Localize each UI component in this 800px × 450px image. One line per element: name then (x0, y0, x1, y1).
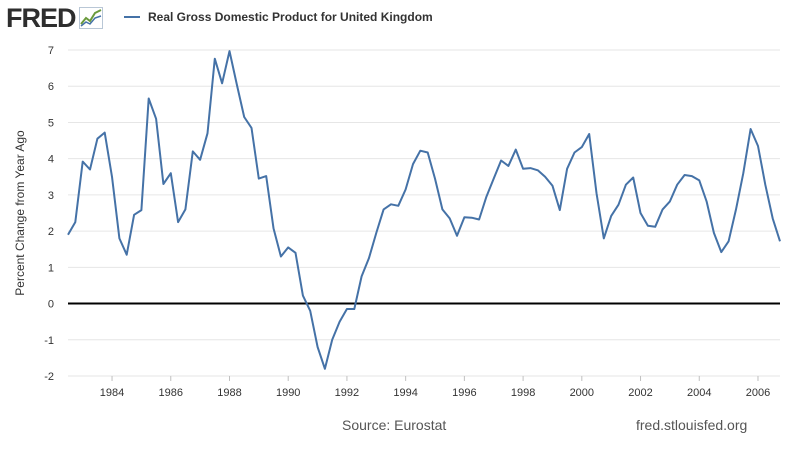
chart-header: FRED Real Gross Domestic Product for Uni… (0, 0, 800, 40)
y-tick-label: 0 (48, 299, 54, 311)
x-tick-label: 1988 (217, 387, 241, 399)
y-tick-label: 6 (48, 81, 54, 93)
fred-logo-text: FRED (6, 3, 76, 33)
y-tick-label: -1 (44, 335, 54, 347)
fred-logo[interactable]: FRED (6, 3, 103, 33)
legend-series-label: Real Gross Domestic Product for United K… (148, 10, 433, 24)
source-note: Source: Eurostat (342, 417, 447, 433)
y-axis-label: Percent Change from Year Ago (13, 130, 27, 296)
x-tick-label: 2002 (628, 387, 652, 399)
x-tick-label: 1986 (159, 387, 183, 399)
legend-line-swatch (124, 16, 140, 18)
x-tick-label: 2006 (746, 387, 770, 399)
y-tick-label: 7 (48, 45, 54, 57)
x-axis-ticks: 1984 1986 1988 1990 1992 1994 1996 1998 2000 2002… (100, 376, 770, 399)
x-tick-label: 1984 (100, 387, 124, 399)
x-tick-label: 2004 (687, 387, 711, 399)
x-tick-label: 1996 (452, 387, 476, 399)
y-tick-label: 4 (48, 154, 54, 166)
chart-legend: Real Gross Domestic Product for United K… (124, 10, 433, 24)
fred-logo-graph-icon (78, 7, 103, 29)
x-tick-label: 1994 (393, 387, 417, 399)
site-url[interactable]: fred.stlouisfed.org (636, 417, 748, 433)
x-tick-label: 1998 (511, 387, 535, 399)
x-tick-label: 1992 (335, 387, 359, 399)
y-tick-label: 3 (48, 190, 54, 202)
x-tick-label: 2000 (570, 387, 594, 399)
y-tick-label: 5 (48, 117, 54, 129)
y-tick-label: 2 (48, 226, 54, 238)
y-tick-label: -2 (44, 371, 54, 383)
series-line-real-gdp (67, 50, 781, 370)
y-tick-label: 1 (48, 262, 54, 274)
x-tick-label: 1990 (276, 387, 300, 399)
chart-gridlines (68, 49, 780, 377)
y-axis-ticks: -2 -1 0 1 2 3 4 5 6 7 (44, 45, 54, 383)
